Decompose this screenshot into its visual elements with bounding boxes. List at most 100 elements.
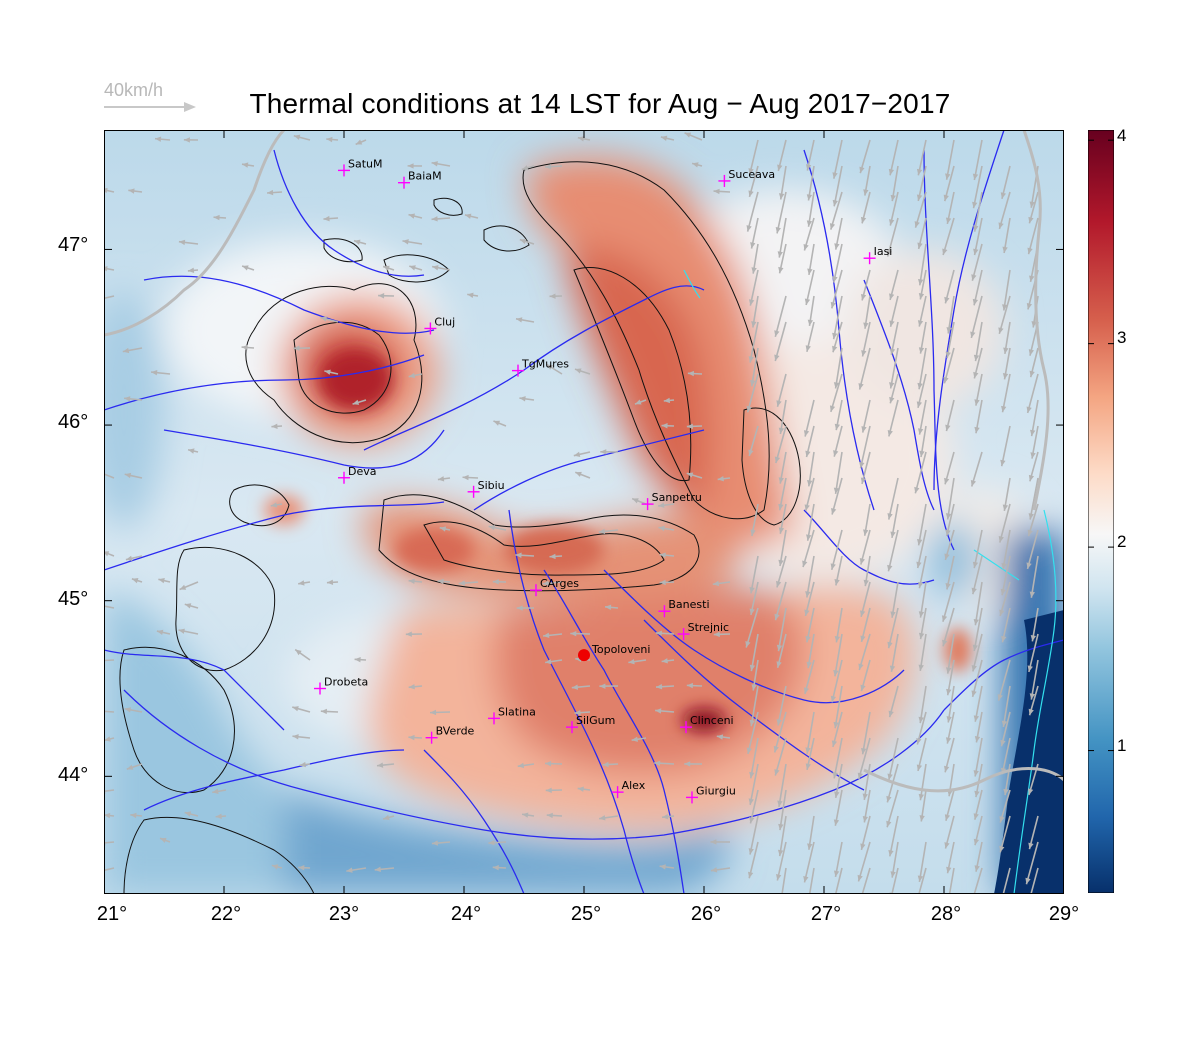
wind-arrow-head [886, 820, 892, 828]
wind-arrow-head [944, 814, 951, 821]
wind-arrow-head [778, 477, 784, 484]
wind-arrow-head [919, 815, 925, 822]
wind-arrow [1027, 217, 1039, 255]
city-satum[interactable]: SatuM [338, 157, 383, 177]
wind-arrow-head [712, 580, 720, 587]
wind-arrow [830, 373, 843, 413]
wind-arrow-head [805, 635, 811, 643]
wind-arrow [886, 217, 899, 257]
wind-arrow-head [746, 405, 752, 413]
station-topoloveni[interactable]: Topoloveni [578, 643, 650, 662]
axis-ticks [104, 130, 1064, 894]
wind-arrow-head [833, 382, 840, 389]
wind-arrow [917, 139, 927, 176]
lat-tick-46: 46° [58, 411, 89, 433]
wind-arrow-head [488, 840, 495, 846]
city-iasi[interactable]: Iasi [863, 245, 893, 265]
wind-arrow-head [918, 632, 925, 640]
colorbar-tick-1: 1 [1117, 736, 1127, 755]
wind-arrow-head [945, 351, 951, 359]
wind-arrow [104, 659, 115, 662]
city-banesti[interactable]: Banesti [658, 598, 710, 618]
city-baiam[interactable]: BaiaM [398, 170, 442, 189]
colorbar [1088, 130, 1114, 893]
city-sibiu[interactable]: Sibiu [467, 479, 505, 498]
wind-arrow-head [777, 251, 783, 258]
wind-arrow [919, 763, 927, 801]
wind-arrow-head [545, 163, 552, 170]
wind-arrow-head [862, 816, 869, 823]
city-carges[interactable]: CArges [530, 577, 579, 597]
wind-arrow-head [945, 667, 952, 674]
wind-arrow-head [916, 168, 923, 176]
wind-arrow [776, 841, 787, 881]
city-tgmures[interactable]: TgMures [512, 358, 569, 377]
wind-arrow-head [832, 771, 838, 779]
city-giurgiu[interactable]: Giurgiu [686, 784, 736, 804]
wind-arrow-head [655, 684, 663, 690]
wind-arrow-head [184, 603, 192, 609]
wind-arrow [104, 189, 115, 193]
city-cluj[interactable]: Cluj [424, 315, 455, 335]
wind-arrow-head [806, 194, 813, 201]
city-alex[interactable]: Alex [611, 779, 646, 799]
city-label: Drobeta [324, 676, 368, 689]
wind-arrow-head [661, 658, 668, 664]
wind-arrow [858, 633, 871, 671]
wind-arrow [1025, 841, 1039, 885]
city-suceava[interactable]: Suceava [718, 168, 775, 187]
wind-arrow [999, 815, 1011, 853]
wind-arrow [747, 711, 759, 755]
wind-arrow [972, 633, 983, 672]
wind-arrow [919, 685, 927, 724]
wind-arrow-head [805, 450, 811, 458]
city-sanpetru[interactable]: Sanpetru [641, 491, 702, 511]
wind-arrow-head [889, 293, 895, 300]
wind-arrow-head [917, 538, 923, 546]
city-strejnic[interactable]: Strejnic [677, 621, 729, 641]
wind-arrow-head [104, 812, 111, 819]
wind-arrow-head [352, 399, 360, 405]
wind-arrow-head [746, 747, 752, 754]
wind-arrow-head [776, 400, 782, 407]
wind-arrow-head [917, 581, 924, 589]
wind-arrow-head [917, 875, 924, 882]
wind-arrow-head [918, 793, 924, 801]
wind-arrow-head [974, 790, 980, 798]
wind-arrow-head [749, 608, 755, 615]
wind-arrow [104, 605, 115, 609]
wind-arrow-head [918, 716, 924, 724]
wind-arrow-head [292, 734, 299, 740]
wind-arrow-head [749, 771, 755, 779]
wind-arrow-head [1027, 665, 1033, 672]
city-slatina[interactable]: Slatina [488, 705, 536, 725]
wind-arrow-head [751, 321, 757, 328]
colorbar-tick-4: 4 [1117, 126, 1127, 145]
city-drobeta[interactable]: Drobeta [314, 676, 368, 695]
wind-arrow-head [1029, 201, 1035, 208]
wind-arrow-head [807, 480, 813, 487]
thermal-map[interactable]: SatuM BaiaM Suceava Iasi Cluj TgMures Deva Sibi… [104, 130, 1064, 894]
wind-arrow-head [832, 345, 838, 353]
wind-arrow-head [750, 529, 756, 536]
wind-arrow [808, 867, 815, 894]
wind-arrow [973, 139, 983, 181]
city-label: Clinceni [690, 714, 734, 727]
city-silgum[interactable]: SilGum [566, 714, 615, 734]
wind-arrow-head [104, 736, 111, 742]
wind-arrow-head [778, 193, 785, 200]
wind-arrow-head [599, 683, 606, 689]
wind-arrow [775, 425, 787, 464]
wind-arrow-head [888, 710, 894, 718]
wind-arrow-head [1003, 788, 1009, 796]
wind-arrow-head [1002, 373, 1009, 380]
wind-arrow-head [972, 298, 979, 306]
wind-arrow-head [1028, 842, 1034, 850]
city-clinceni[interactable]: Clinceni [680, 714, 734, 734]
city-bverde[interactable]: BVerde [425, 725, 475, 744]
country-border-east [1022, 130, 1050, 511]
wind-arrow-head [1001, 635, 1007, 643]
city-deva[interactable]: Deva [338, 465, 377, 484]
wind-arrow-head [890, 611, 896, 618]
wind-arrow [942, 581, 955, 622]
